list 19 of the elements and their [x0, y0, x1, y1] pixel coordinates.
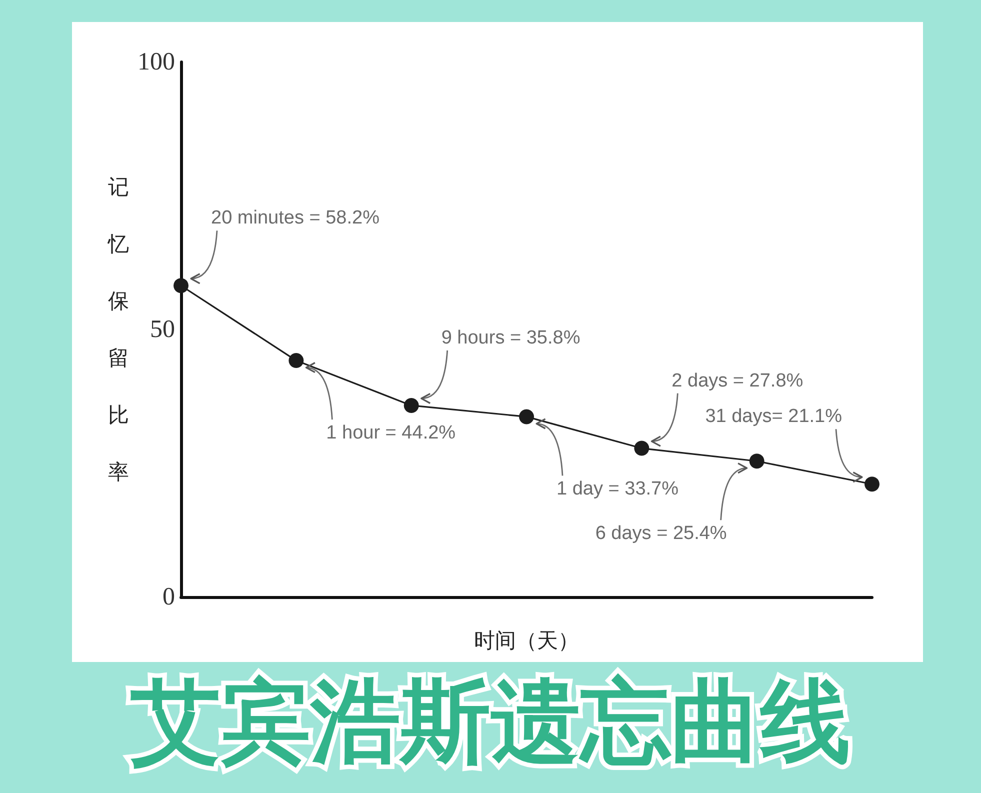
point — [864, 476, 880, 492]
point — [174, 278, 188, 294]
annotation: 1 hour = 44.2% — [326, 422, 456, 444]
y-tick-label: 0 — [162, 584, 175, 610]
y-tick-label: 100 — [138, 48, 175, 76]
annotation: 6 days = 25.4% — [595, 523, 727, 544]
annotation: 2 days = 27.8% — [672, 370, 804, 392]
annotation: 20 minutes = 58.2% — [211, 208, 380, 229]
point — [634, 440, 650, 456]
annotation: 31 days= 21.1% — [705, 406, 842, 428]
point — [749, 454, 764, 469]
text: 记忆保留比率 — [108, 174, 129, 484]
point — [404, 398, 419, 413]
x-axis-title: 时间（天） — [474, 628, 579, 652]
annotation: 1 day = 33.7% — [556, 478, 679, 500]
point — [288, 353, 304, 368]
y-tick-label: 50 — [150, 316, 175, 343]
point — [519, 409, 534, 424]
annotation: 9 hours = 35.8% — [441, 327, 580, 348]
